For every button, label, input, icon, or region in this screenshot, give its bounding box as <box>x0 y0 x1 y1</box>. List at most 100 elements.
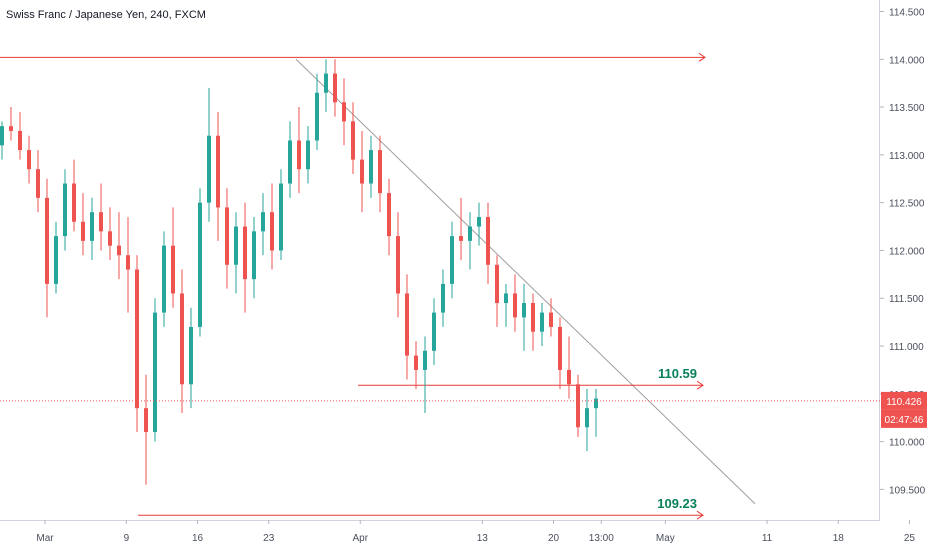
candle <box>171 207 175 308</box>
candle <box>486 202 490 284</box>
candle <box>423 336 427 413</box>
candle <box>207 87 211 222</box>
candle <box>531 293 535 351</box>
candle-body <box>450 236 454 284</box>
candle-body <box>405 293 409 356</box>
level-line-2[interactable]: 109.23 <box>138 496 704 520</box>
candle-body <box>27 150 31 170</box>
candle <box>153 298 157 442</box>
candle <box>324 59 328 112</box>
candle <box>72 159 76 232</box>
candle-body <box>108 231 112 246</box>
candle-body <box>9 126 13 131</box>
x-tick-label: Apr <box>352 533 368 544</box>
candle <box>342 78 346 146</box>
candle-body <box>261 212 265 232</box>
countdown-value: 02:47:46 <box>885 415 924 426</box>
candle <box>432 298 436 366</box>
level-line-1[interactable]: 110.59 <box>358 366 704 390</box>
candle <box>477 202 481 246</box>
candle-body <box>459 236 463 241</box>
x-tick-label: 23 <box>263 533 275 544</box>
candle-body <box>0 126 4 146</box>
candle <box>117 212 121 280</box>
x-tick-label: 13 <box>477 533 489 544</box>
y-tick-label: 112.000 <box>889 246 925 257</box>
level-label: 110.59 <box>658 366 697 381</box>
candle <box>45 178 49 318</box>
candle <box>594 389 598 437</box>
candle-body <box>279 183 283 251</box>
candle <box>0 121 4 160</box>
y-tick-label: 110.000 <box>889 438 925 449</box>
x-tick-label: 25 <box>904 533 916 544</box>
candle-body <box>504 293 508 304</box>
candle <box>252 216 256 299</box>
candle <box>9 107 13 141</box>
arrowhead-icon <box>696 380 704 390</box>
level-line-0[interactable] <box>0 52 706 62</box>
candle-body <box>225 207 229 265</box>
x-tick-label: 9 <box>124 533 130 544</box>
candle <box>576 374 580 437</box>
candle-body <box>126 255 130 270</box>
last-price-badge-bg <box>881 391 927 410</box>
candle <box>315 73 319 151</box>
candle-body <box>522 303 526 318</box>
candle <box>81 193 85 256</box>
countdown-badge-bg <box>881 409 927 428</box>
y-tick-label: 113.500 <box>889 103 925 114</box>
candle-body <box>486 216 490 265</box>
candle <box>225 188 229 289</box>
candle <box>108 207 112 260</box>
y-tick-label: 109.500 <box>889 485 926 496</box>
candle <box>414 341 418 390</box>
candle-body <box>81 221 85 241</box>
last-price-value: 110.426 <box>886 397 922 408</box>
candle-body <box>36 169 40 198</box>
candle-body <box>423 350 427 370</box>
candle-body <box>288 140 292 184</box>
candle-body <box>333 73 337 103</box>
candle <box>216 111 220 241</box>
candle <box>279 169 283 260</box>
candle-body <box>144 408 148 433</box>
candle-body <box>54 236 58 284</box>
candle <box>504 283 508 327</box>
arrowhead-icon <box>698 52 706 62</box>
candle-body <box>99 212 103 232</box>
last-price-badge: 110.426 <box>881 391 927 410</box>
candle-body <box>540 312 544 332</box>
x-tick-label: 11 <box>762 533 773 544</box>
candle <box>261 193 265 256</box>
candle <box>54 221 58 294</box>
candle-body <box>135 269 139 409</box>
candle-body <box>342 102 346 122</box>
y-tick-label: 111.000 <box>889 342 924 353</box>
candle <box>333 59 337 117</box>
candle <box>180 269 184 413</box>
candle <box>450 221 454 299</box>
x-tick-label: 13:00 <box>589 533 614 544</box>
candle-body <box>513 293 517 318</box>
candle-body <box>477 216 481 227</box>
candle <box>468 212 472 270</box>
candle <box>495 255 499 327</box>
candle <box>522 283 526 351</box>
candle <box>18 111 22 160</box>
candle-body <box>441 283 445 313</box>
candle <box>513 274 517 332</box>
candle-body <box>117 245 121 256</box>
candle <box>396 212 400 318</box>
candle-body <box>387 193 391 237</box>
candle <box>144 374 148 485</box>
candle-body <box>189 326 193 385</box>
candle <box>558 317 562 390</box>
candle-body <box>243 226 247 280</box>
candle <box>585 389 589 452</box>
trend-line[interactable] <box>295 58 756 505</box>
candle-body <box>549 312 553 327</box>
candle <box>99 183 103 251</box>
